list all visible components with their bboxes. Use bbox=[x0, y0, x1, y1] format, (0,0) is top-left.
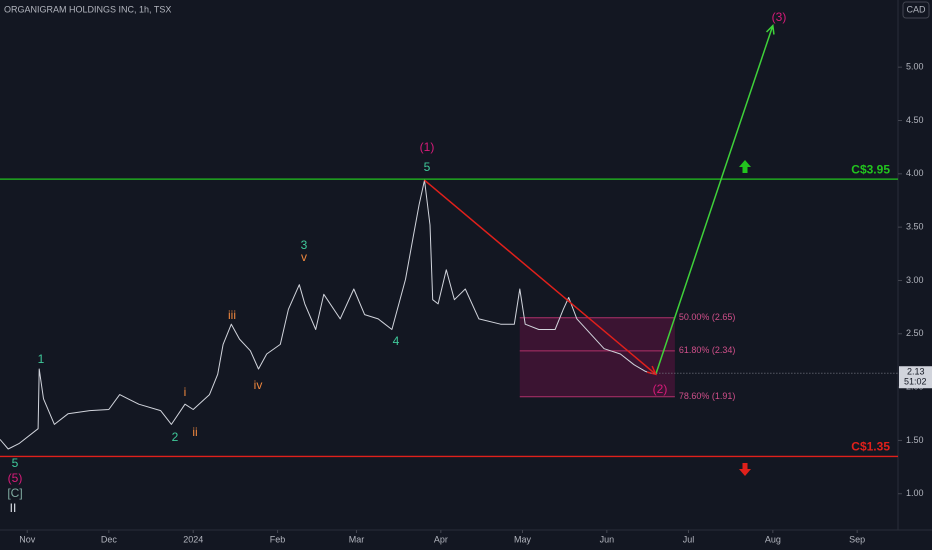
level-label: C$3.95 bbox=[851, 162, 890, 176]
wave-label: (2) bbox=[653, 382, 668, 396]
wave-label: (3) bbox=[772, 10, 787, 24]
chart-title: ORGANIGRAM HOLDINGS INC, 1h, TSX bbox=[4, 4, 171, 14]
arrow-head bbox=[646, 365, 658, 376]
y-tick-label: 4.00 bbox=[906, 168, 924, 178]
currency: CAD bbox=[906, 4, 926, 14]
fib-label: 50.00% (2.65) bbox=[679, 312, 736, 322]
green-projection bbox=[655, 25, 774, 375]
x-tick-label: Feb bbox=[270, 534, 286, 544]
x-tick-label: Dec bbox=[101, 534, 118, 544]
arrow-head bbox=[765, 23, 775, 35]
wave-label: 1 bbox=[38, 352, 45, 366]
wave-label: iv bbox=[254, 378, 263, 392]
wave-label: 5 bbox=[424, 160, 431, 174]
wave-label: v bbox=[301, 250, 307, 264]
x-tick-label: 2024 bbox=[183, 534, 203, 544]
x-tick-label: Aug bbox=[765, 534, 781, 544]
y-tick-label: 3.00 bbox=[906, 275, 924, 285]
y-tick-label: 5.00 bbox=[906, 62, 924, 72]
wave-label: II bbox=[10, 501, 17, 515]
wave-label: 5 bbox=[12, 456, 19, 470]
currency-box bbox=[902, 1, 930, 19]
x-tick-label: Jun bbox=[600, 534, 615, 544]
last-price: 2.13 bbox=[907, 367, 925, 377]
price-line bbox=[0, 179, 651, 450]
up-arrow bbox=[739, 160, 751, 173]
fib-label: 61.80% (2.34) bbox=[679, 345, 736, 355]
x-tick-label: Apr bbox=[434, 534, 448, 544]
level-label: C$1.35 bbox=[851, 440, 890, 454]
y-tick-label: 3.50 bbox=[906, 222, 924, 232]
red-projection bbox=[424, 179, 657, 375]
x-tick-label: Mar bbox=[349, 534, 365, 544]
down-arrow bbox=[739, 463, 751, 476]
last-price-badge bbox=[899, 366, 932, 389]
countdown: 51:02 bbox=[904, 377, 927, 387]
x-tick-label: Jul bbox=[683, 534, 695, 544]
y-tick-label: 2.50 bbox=[906, 328, 924, 338]
wave-label: (1) bbox=[420, 140, 435, 154]
fib-label: 78.60% (1.91) bbox=[679, 391, 736, 401]
x-tick-label: Nov bbox=[19, 534, 36, 544]
wave-label: (5) bbox=[8, 471, 23, 485]
wave-label: 2 bbox=[172, 430, 179, 444]
y-tick-label: 4.50 bbox=[906, 115, 924, 125]
wave-label: ii bbox=[192, 425, 197, 439]
wave-label: [C] bbox=[7, 486, 22, 500]
wave-label: iii bbox=[228, 308, 236, 322]
wave-label: 3 bbox=[301, 238, 308, 252]
wave-label: 4 bbox=[393, 334, 400, 348]
x-tick-label: Sep bbox=[849, 534, 865, 544]
y-tick-label: 1.50 bbox=[906, 435, 924, 445]
wave-label: i bbox=[184, 385, 187, 399]
x-tick-label: May bbox=[514, 534, 532, 544]
fib-zone bbox=[519, 317, 675, 397]
y-tick-label: 1.00 bbox=[906, 488, 924, 498]
